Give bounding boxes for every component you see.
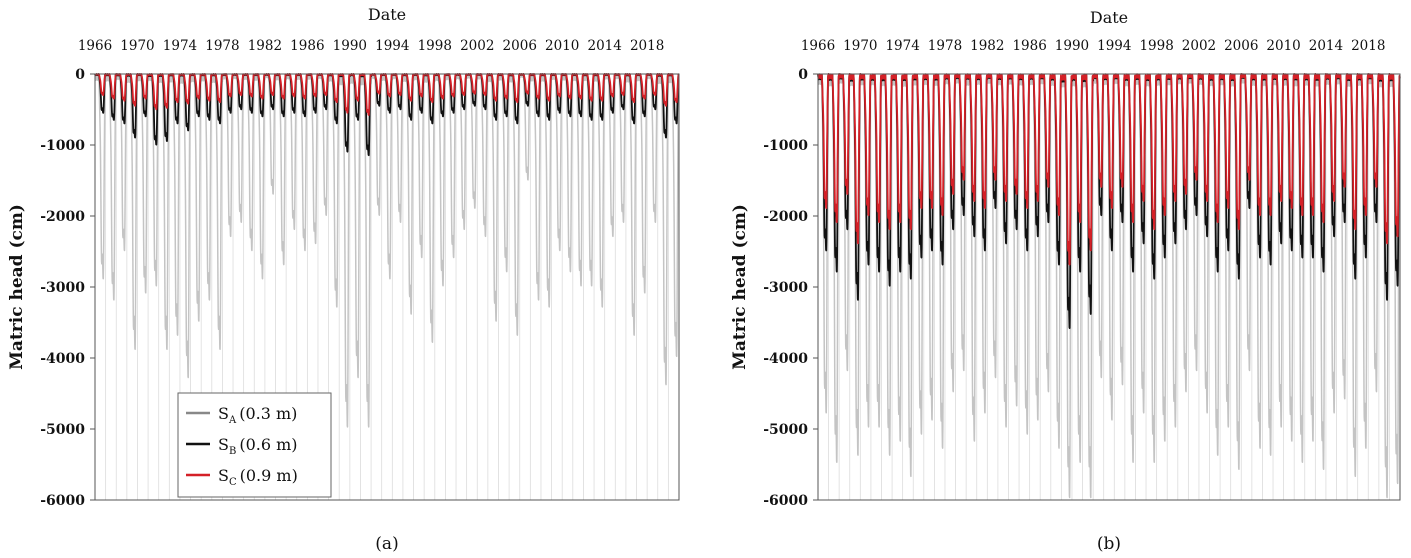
y-tick-label: -4000 <box>763 351 808 367</box>
y-tick-label: -6000 <box>763 493 808 509</box>
legend: SA (0.3 m) SB (0.6 m) SC (0.9 m) <box>177 392 332 498</box>
x-tick-label: 1970 <box>120 38 154 54</box>
legend-label: SB (0.6 m) <box>218 435 298 457</box>
y-axis-label: Matric head (cm) <box>730 204 750 370</box>
y-tick-label: -1000 <box>40 138 85 154</box>
y-tick-label: -6000 <box>40 493 85 509</box>
x-tick-label: 2018 <box>630 38 664 54</box>
y-tick-label: -5000 <box>763 422 808 438</box>
x-tick-label: 1998 <box>1139 38 1173 54</box>
y-tick-label: 0 <box>75 67 85 83</box>
x-tick-label: 1986 <box>290 38 324 54</box>
x-tick-label: 1990 <box>1055 38 1089 54</box>
x-tick-label: 1978 <box>205 38 239 54</box>
x-tick-label: 2014 <box>587 38 621 54</box>
panel-label: (b) <box>1097 534 1121 554</box>
y-tick-label: -4000 <box>40 351 85 367</box>
y-axis-label: Matric head (cm) <box>7 204 27 370</box>
x-tick-label: 1970 <box>843 38 877 54</box>
x-tick-label: 1982 <box>248 38 282 54</box>
x-tick-label: 1986 <box>1012 38 1046 54</box>
y-tick-label: -1000 <box>763 138 808 154</box>
x-tick-label: 1994 <box>1097 38 1131 54</box>
x-tick-label: 2002 <box>460 38 494 54</box>
x-tick-label: 1990 <box>333 38 367 54</box>
legend-label: SA (0.3 m) <box>218 404 297 426</box>
series-line-SA <box>94 73 680 428</box>
y-tick-label: 0 <box>798 67 808 83</box>
panel-label: (a) <box>375 534 398 554</box>
x-tick-label: 1994 <box>375 38 409 54</box>
x-tick-label: 1974 <box>163 38 197 54</box>
x-tick-label: 1998 <box>418 38 452 54</box>
legend-label: SC (0.9 m) <box>218 466 298 488</box>
chart-panel-b: 0 -1000 -2000 -3000 -4000 -5000 -6000 1966 1970 1… <box>730 8 1401 554</box>
x-tick-label: 2006 <box>503 38 537 54</box>
y-tick-label: -5000 <box>40 422 85 438</box>
x-tick-label: 2002 <box>1182 38 1216 54</box>
y-tick-label: -3000 <box>40 280 85 296</box>
x-tick-label: 2014 <box>1309 38 1343 54</box>
x-tick-label: 1978 <box>928 38 962 54</box>
x-tick-label: 1966 <box>78 38 112 54</box>
chart-title: Date <box>1090 8 1128 27</box>
chart-panel-a: 0 -1000 -2000 -3000 -4000 -5000 -6000 1966 1970 1… <box>7 5 680 554</box>
y-tick-label: -2000 <box>763 209 808 225</box>
x-tick-label: 1974 <box>885 38 919 54</box>
x-tick-label: 2010 <box>1266 38 1300 54</box>
x-tick-label: 2006 <box>1224 38 1258 54</box>
chart-title: Date <box>368 5 406 24</box>
y-tick-label: -3000 <box>763 280 808 296</box>
x-tick-label: 2010 <box>545 38 579 54</box>
x-tick-label: 1982 <box>970 38 1004 54</box>
x-tick-label: 2018 <box>1351 38 1385 54</box>
y-tick-label: -2000 <box>40 209 85 225</box>
x-tick-label: 1966 <box>801 38 835 54</box>
